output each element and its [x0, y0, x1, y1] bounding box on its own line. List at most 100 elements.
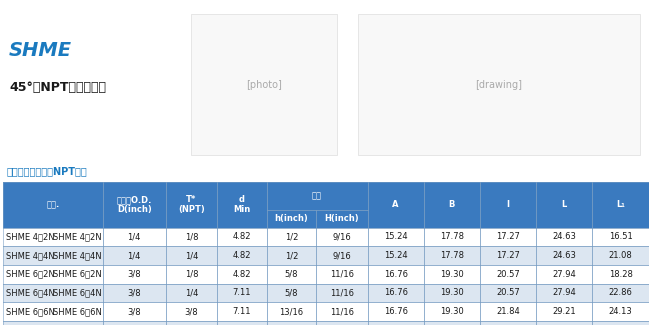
- Text: 24.63: 24.63: [552, 232, 576, 241]
- Bar: [3, 302, 103, 321]
- Text: H(inch): H(inch): [325, 214, 359, 223]
- Text: 27.94: 27.94: [552, 270, 576, 279]
- Text: 9/16: 9/16: [333, 251, 351, 260]
- Text: 7.11: 7.11: [233, 307, 251, 316]
- Bar: [368, 302, 424, 321]
- Bar: [166, 246, 217, 265]
- Text: SHME 6－2N: SHME 6－2N: [7, 270, 55, 279]
- Bar: [536, 246, 593, 265]
- Text: 20.57: 20.57: [496, 270, 520, 279]
- Text: SHME 6－2N: SHME 6－2N: [53, 270, 102, 279]
- Bar: [103, 265, 166, 283]
- Text: 45°公NPT转卡套弯头: 45°公NPT转卡套弯头: [9, 81, 106, 94]
- Bar: [424, 321, 480, 325]
- Bar: [368, 227, 424, 246]
- Text: 5/8: 5/8: [285, 270, 298, 279]
- Bar: [267, 283, 316, 302]
- Text: 4.82: 4.82: [233, 270, 251, 279]
- Bar: [368, 265, 424, 283]
- Text: SHME 4－4N: SHME 4－4N: [53, 251, 102, 260]
- Bar: [217, 302, 267, 321]
- Bar: [368, 283, 424, 302]
- Bar: [424, 182, 480, 228]
- Bar: [536, 227, 593, 246]
- Text: 3/8: 3/8: [127, 288, 141, 297]
- Text: 21.08: 21.08: [609, 251, 632, 260]
- Bar: [593, 265, 649, 283]
- Text: L: L: [562, 200, 567, 209]
- Text: 19.30: 19.30: [440, 288, 464, 297]
- Text: SHME 6－6N: SHME 6－6N: [7, 307, 55, 316]
- Bar: [424, 283, 480, 302]
- Text: 管外径O.D.
D(inch): 管外径O.D. D(inch): [117, 195, 152, 215]
- Text: 15.24: 15.24: [384, 232, 408, 241]
- Bar: [316, 246, 368, 265]
- Text: 7.11: 7.11: [233, 288, 251, 297]
- Text: 24.13: 24.13: [609, 307, 632, 316]
- Bar: [424, 246, 480, 265]
- Text: d
Min: d Min: [233, 195, 250, 215]
- Bar: [267, 265, 316, 283]
- Bar: [267, 321, 316, 325]
- Bar: [368, 321, 424, 325]
- Bar: [3, 246, 103, 265]
- Bar: [217, 283, 267, 302]
- Text: 24.63: 24.63: [552, 251, 576, 260]
- Bar: [316, 302, 368, 321]
- Text: h(inch): h(inch): [274, 214, 308, 223]
- Text: 17.78: 17.78: [440, 232, 464, 241]
- Text: SHME: SHME: [9, 41, 72, 60]
- Text: 16.51: 16.51: [609, 232, 632, 241]
- Bar: [267, 182, 368, 210]
- Text: T*
(NPT): T* (NPT): [178, 195, 205, 215]
- Bar: [217, 265, 267, 283]
- Bar: [316, 210, 368, 227]
- Text: A: A: [393, 200, 399, 209]
- Bar: [103, 283, 166, 302]
- Text: 11/16: 11/16: [330, 270, 354, 279]
- Text: 1/4: 1/4: [128, 251, 141, 260]
- Text: 17.78: 17.78: [440, 251, 464, 260]
- Text: SHME 4－2N: SHME 4－2N: [53, 232, 102, 241]
- Bar: [316, 265, 368, 283]
- Bar: [536, 321, 593, 325]
- Text: [photo]: [photo]: [246, 80, 282, 89]
- Bar: [424, 227, 480, 246]
- Bar: [316, 283, 368, 302]
- Text: 1/8: 1/8: [185, 232, 198, 241]
- Text: 3/8: 3/8: [127, 270, 141, 279]
- Text: 20.57: 20.57: [496, 288, 520, 297]
- Text: SHME 4－2N: SHME 4－2N: [7, 232, 55, 241]
- Bar: [536, 265, 593, 283]
- Bar: [480, 265, 536, 283]
- Text: L₁: L₁: [616, 200, 625, 209]
- Text: 16.76: 16.76: [383, 307, 408, 316]
- Bar: [166, 227, 217, 246]
- Text: 型号.: 型号.: [46, 200, 59, 209]
- Bar: [267, 246, 316, 265]
- Bar: [480, 302, 536, 321]
- Text: 18.28: 18.28: [609, 270, 632, 279]
- Text: 21.84: 21.84: [496, 307, 520, 316]
- Bar: [267, 210, 316, 227]
- Bar: [3, 283, 103, 302]
- Text: 27.94: 27.94: [552, 288, 576, 297]
- Bar: [166, 302, 217, 321]
- Bar: [267, 227, 316, 246]
- Text: 13/16: 13/16: [279, 307, 303, 316]
- Text: B: B: [449, 200, 455, 209]
- Text: 5/8: 5/8: [285, 288, 298, 297]
- Bar: [217, 246, 267, 265]
- Bar: [593, 321, 649, 325]
- Text: 17.27: 17.27: [496, 251, 520, 260]
- Text: SHME 6－6N: SHME 6－6N: [53, 307, 102, 316]
- Text: 17.27: 17.27: [496, 232, 520, 241]
- Bar: [593, 283, 649, 302]
- Text: 1/4: 1/4: [185, 288, 198, 297]
- Bar: [593, 227, 649, 246]
- Bar: [424, 265, 480, 283]
- Bar: [593, 246, 649, 265]
- Text: 9/16: 9/16: [333, 232, 351, 241]
- Bar: [103, 246, 166, 265]
- Text: I: I: [507, 200, 510, 209]
